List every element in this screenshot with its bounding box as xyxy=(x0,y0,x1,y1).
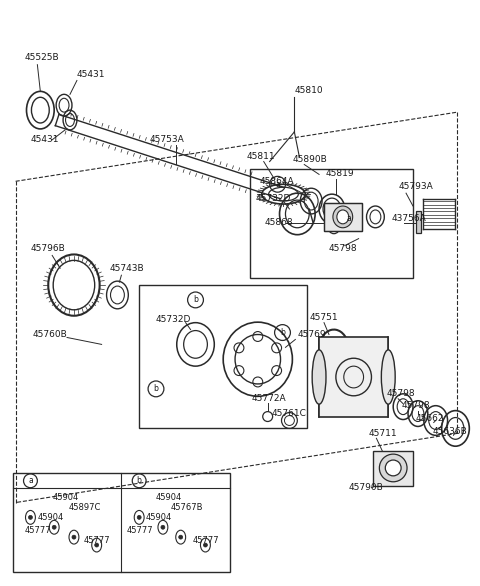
Circle shape xyxy=(95,543,99,547)
Bar xyxy=(373,451,413,486)
Text: 45811: 45811 xyxy=(247,152,276,161)
Text: b: b xyxy=(193,295,198,304)
Bar xyxy=(250,169,413,278)
Bar xyxy=(319,338,388,417)
Text: 45777: 45777 xyxy=(192,536,219,544)
Bar xyxy=(12,473,230,572)
Ellipse shape xyxy=(337,210,349,224)
Text: 45753A: 45753A xyxy=(149,135,184,144)
Circle shape xyxy=(161,525,165,529)
Text: 45904: 45904 xyxy=(37,513,64,522)
Text: 45790B: 45790B xyxy=(349,483,384,492)
Circle shape xyxy=(179,535,183,539)
Text: 45636B: 45636B xyxy=(433,427,468,436)
Ellipse shape xyxy=(312,350,326,404)
Text: 45897C: 45897C xyxy=(69,503,101,512)
Text: b: b xyxy=(280,328,285,337)
Text: 45798: 45798 xyxy=(329,244,358,253)
Text: 45732D: 45732D xyxy=(156,315,192,324)
Bar xyxy=(416,211,421,233)
Bar xyxy=(324,203,361,231)
Circle shape xyxy=(137,516,141,519)
Ellipse shape xyxy=(379,454,407,482)
Text: 45525B: 45525B xyxy=(24,53,59,62)
Text: 45868: 45868 xyxy=(264,219,293,227)
Circle shape xyxy=(52,525,56,529)
Text: b: b xyxy=(154,384,158,393)
Text: 45751: 45751 xyxy=(309,313,338,322)
Text: 45904: 45904 xyxy=(156,493,182,502)
Circle shape xyxy=(28,516,33,519)
Text: a: a xyxy=(28,476,33,485)
Text: 45798: 45798 xyxy=(386,389,415,398)
Text: 45431: 45431 xyxy=(30,135,59,144)
Text: 45769: 45769 xyxy=(297,330,326,339)
Circle shape xyxy=(204,543,207,547)
Bar xyxy=(139,285,307,428)
Text: 45819: 45819 xyxy=(326,169,355,178)
Ellipse shape xyxy=(333,206,353,228)
Circle shape xyxy=(72,535,76,539)
Ellipse shape xyxy=(385,460,401,476)
Text: 45777: 45777 xyxy=(24,526,51,534)
Text: 45796B: 45796B xyxy=(30,244,65,253)
Text: 45743B: 45743B xyxy=(109,264,144,273)
Text: a: a xyxy=(275,180,280,189)
Text: 45767B: 45767B xyxy=(171,503,204,512)
Text: 43756A: 43756A xyxy=(391,214,426,223)
Text: 45798: 45798 xyxy=(401,401,430,410)
Text: 45761C: 45761C xyxy=(272,409,307,418)
Bar xyxy=(324,203,361,231)
Text: 45864A: 45864A xyxy=(260,177,294,186)
Text: b: b xyxy=(137,476,142,485)
Text: a: a xyxy=(347,214,351,223)
Text: 45431: 45431 xyxy=(77,70,106,79)
Text: 45777: 45777 xyxy=(126,526,153,534)
Text: 45810: 45810 xyxy=(294,86,323,95)
Text: 45772A: 45772A xyxy=(252,394,287,403)
Text: 45711: 45711 xyxy=(369,429,397,438)
Text: 45890B: 45890B xyxy=(292,155,327,164)
Text: 45904: 45904 xyxy=(146,513,172,522)
Text: 45662: 45662 xyxy=(416,414,444,423)
Text: 45760B: 45760B xyxy=(33,330,67,339)
Ellipse shape xyxy=(381,350,395,404)
Text: 45904: 45904 xyxy=(52,493,78,502)
Text: 45732D: 45732D xyxy=(256,193,291,203)
Text: 45793A: 45793A xyxy=(398,182,433,191)
Text: 45777: 45777 xyxy=(84,536,110,544)
